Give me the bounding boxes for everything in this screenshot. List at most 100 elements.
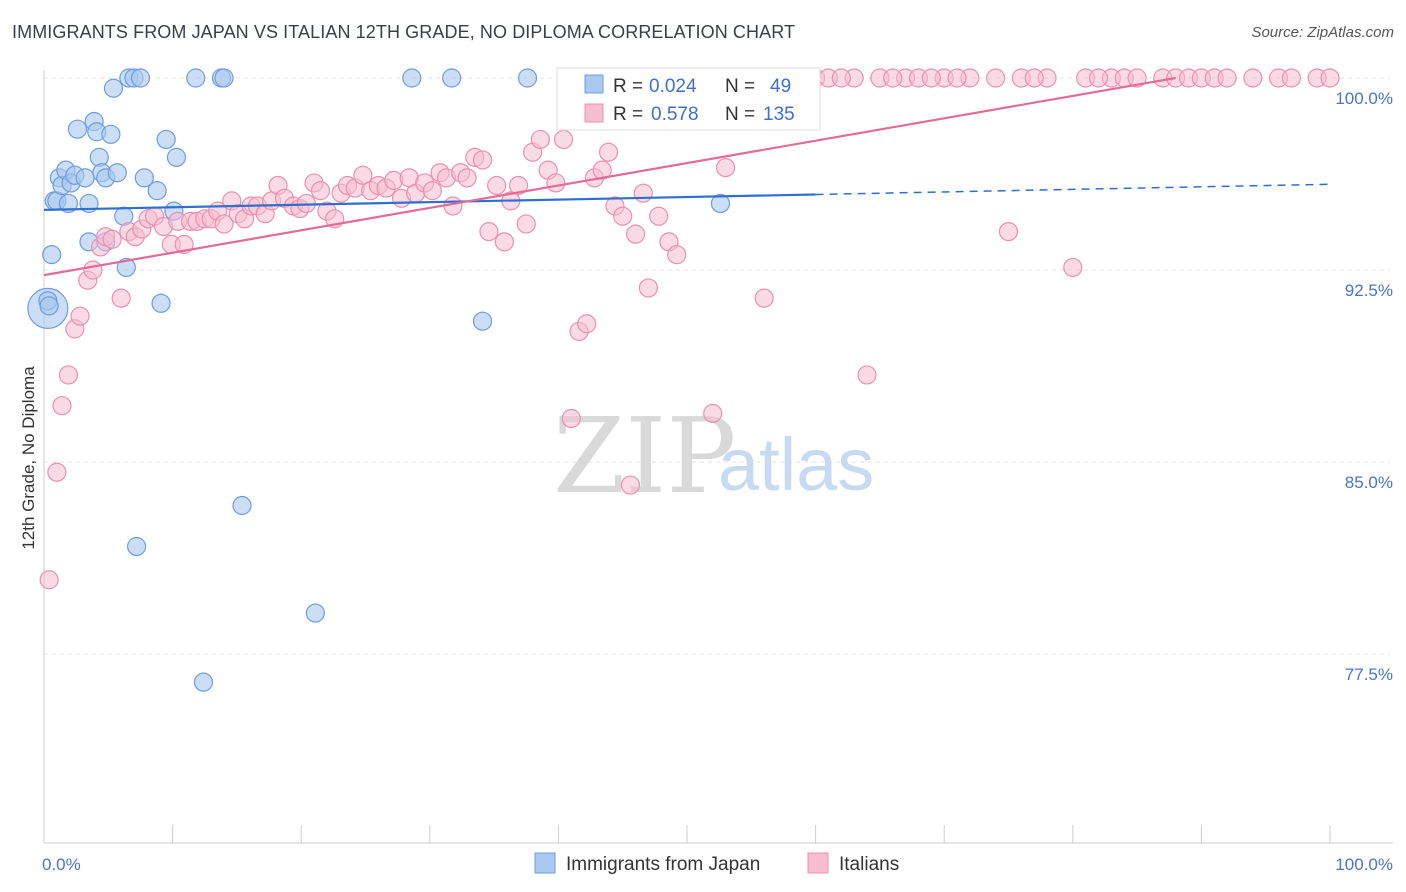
italian-point xyxy=(214,214,234,234)
italian-point xyxy=(111,288,131,308)
japan-point xyxy=(214,68,234,88)
italian-point xyxy=(947,68,967,88)
y-axis-label: 12th Grade, No Diploma xyxy=(19,366,38,550)
italian-point xyxy=(546,173,566,193)
series-legend-label-italian: Italians xyxy=(839,854,899,875)
japan-point xyxy=(116,257,136,278)
legend-n-value-japan: 49 xyxy=(770,76,791,97)
italian-point xyxy=(638,278,659,298)
japan-point xyxy=(67,119,88,139)
italian-point xyxy=(986,68,1006,88)
source-credit: Source: ZipAtlas.com xyxy=(1251,24,1394,41)
japan-point xyxy=(232,495,252,516)
legend-swatch-japan xyxy=(584,74,604,94)
y-tick-label-2: 85.0% xyxy=(1345,473,1393,492)
italian-point xyxy=(649,206,669,226)
x-tick-label-0: 0.0% xyxy=(42,855,81,874)
japan-point xyxy=(107,163,127,183)
italian-point xyxy=(58,365,79,385)
italian-point xyxy=(494,232,514,252)
trend-line-japan xyxy=(43,193,816,211)
italian-point xyxy=(70,306,90,326)
italian-point xyxy=(561,408,581,429)
italian-point xyxy=(102,229,122,249)
japan-point xyxy=(58,193,79,214)
japan-point xyxy=(305,603,325,623)
japan-point xyxy=(186,68,206,88)
italian-point xyxy=(39,570,59,590)
italian-point xyxy=(625,224,646,244)
japan-point xyxy=(130,68,151,88)
x-tick-labels: 0.0% 100.0% xyxy=(42,855,1393,874)
italian-point xyxy=(508,175,529,196)
series-legend: Immigrants from Japan Italians xyxy=(534,852,899,875)
italian-point xyxy=(592,160,612,180)
stats-legend: R = 0.024 N = 49 R = 0.578 N = 135 xyxy=(556,67,821,131)
japan-point xyxy=(156,129,176,150)
japan-point xyxy=(126,536,147,557)
y-tick-label-0: 100.0% xyxy=(1335,89,1393,108)
legend-n-value-italian: 135 xyxy=(763,104,795,125)
japan-point xyxy=(42,245,62,265)
legend-r-value-japan: 0.024 xyxy=(649,76,697,97)
trend-line-italian xyxy=(43,76,1176,277)
italian-point xyxy=(530,129,550,150)
italian-point xyxy=(598,142,619,162)
trend-lines xyxy=(43,76,1331,277)
japan-point xyxy=(151,293,171,313)
japan-point xyxy=(710,193,731,214)
series-legend-swatch-japan xyxy=(534,852,556,874)
japan-point xyxy=(103,78,124,98)
italian-point xyxy=(857,365,877,385)
italian-point xyxy=(1088,68,1109,88)
japan-point xyxy=(402,68,422,88)
series-legend-swatch-italian xyxy=(807,852,829,874)
japan-point xyxy=(193,672,214,692)
italian-point xyxy=(613,206,633,226)
japan-point xyxy=(147,181,167,201)
italian-point xyxy=(310,181,331,201)
japan-point xyxy=(472,311,493,331)
italian-point xyxy=(831,68,851,88)
italian-point xyxy=(1127,68,1147,88)
axes xyxy=(43,70,1393,844)
legend-n-label-japan: N = xyxy=(725,76,755,97)
japan-point xyxy=(166,147,187,167)
y-tick-label-1: 92.5% xyxy=(1345,281,1393,300)
italian-point xyxy=(516,214,536,234)
italian-point xyxy=(52,396,72,416)
italian-point xyxy=(457,168,477,188)
japan-point xyxy=(101,124,121,144)
italian-point xyxy=(472,150,493,170)
italian-point xyxy=(487,175,507,196)
italian-point xyxy=(715,158,736,178)
italian-point xyxy=(1281,68,1302,88)
trend-line-japan-extension xyxy=(815,183,1331,196)
japan-point xyxy=(442,68,462,88)
x-tick-label-1: 100.0% xyxy=(1335,855,1393,874)
italian-point xyxy=(479,222,499,242)
watermark: ZIP atlas xyxy=(553,395,874,517)
italian-point xyxy=(553,129,574,150)
japan-point xyxy=(517,68,538,88)
series-japan-points xyxy=(27,68,731,692)
italian-point xyxy=(83,260,103,280)
italian-point xyxy=(754,288,774,308)
chart-title: IMMIGRANTS FROM JAPAN VS ITALIAN 12TH GR… xyxy=(12,22,796,42)
italian-point xyxy=(1217,68,1237,88)
italian-point xyxy=(921,68,941,88)
series-legend-label-japan: Immigrants from Japan xyxy=(566,854,760,875)
legend-swatch-italian xyxy=(584,103,604,123)
japan-point xyxy=(134,168,154,188)
italian-point xyxy=(1243,68,1263,88)
series-italian-points xyxy=(39,68,1340,590)
italian-point xyxy=(633,183,653,203)
italian-point xyxy=(353,165,373,185)
italian-point xyxy=(1320,68,1340,88)
italian-point xyxy=(883,68,903,88)
y-tick-label-3: 77.5% xyxy=(1345,665,1393,684)
italian-point xyxy=(1024,68,1044,88)
legend-r-label-italian: R = xyxy=(613,104,643,125)
watermark-atlas: atlas xyxy=(718,423,874,506)
